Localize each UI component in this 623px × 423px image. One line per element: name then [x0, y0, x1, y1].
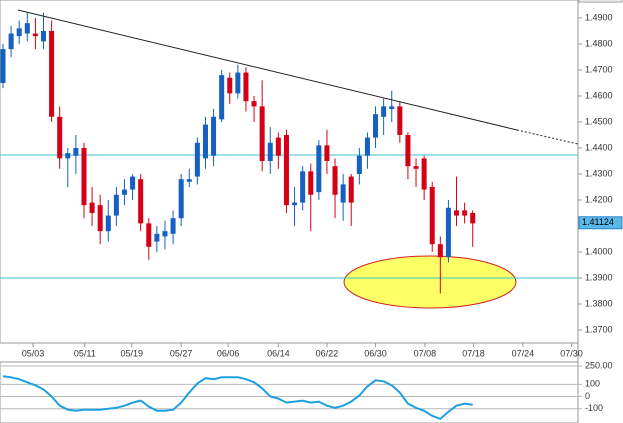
- x-tick-label: 06/22: [316, 348, 339, 358]
- candle-body: [146, 223, 152, 247]
- candle-body: [470, 212, 476, 224]
- y-tick-label: 1.4900: [585, 12, 613, 22]
- candle-body: [32, 33, 38, 37]
- candle-body: [462, 210, 468, 216]
- candle-body: [454, 210, 460, 216]
- price-label-box: [578, 216, 623, 230]
- y-tick-label: 100: [585, 379, 600, 389]
- candle-body: [194, 142, 200, 177]
- candle-body: [81, 147, 87, 206]
- candle-body: [308, 171, 314, 195]
- candle-body: [437, 244, 443, 258]
- y-tick-label: 250.00: [585, 360, 613, 370]
- candle-body: [340, 184, 346, 203]
- price-label: 1.41124: [582, 217, 614, 227]
- candle-body: [445, 207, 451, 258]
- y-tick-label: 1.4200: [585, 194, 613, 204]
- candle-body: [267, 142, 273, 161]
- candle-body: [243, 72, 249, 102]
- y-tick-label: 1.4400: [585, 142, 613, 152]
- candle-body: [219, 75, 225, 120]
- candle-body: [24, 23, 30, 34]
- candle-body: [429, 186, 435, 245]
- candle-body: [49, 30, 55, 117]
- x-tick-label: 06/30: [364, 348, 387, 358]
- x-tick-label: 07/30: [560, 348, 583, 358]
- candle-body: [332, 166, 338, 195]
- candle-body: [389, 106, 395, 109]
- y-tick-label: 1.3900: [585, 272, 613, 282]
- y-tick-label: 1.4000: [585, 246, 613, 256]
- highlight-ellipse: [343, 255, 517, 309]
- candle-body: [227, 77, 233, 94]
- x-tick-label: 07/18: [462, 348, 485, 358]
- candle-body: [211, 116, 217, 156]
- candle-body: [405, 134, 411, 167]
- x-tick-label: 05/11: [74, 348, 96, 358]
- candle-body: [364, 137, 370, 156]
- candle-body: [162, 231, 168, 237]
- candle-body: [16, 28, 22, 37]
- y-tick-label: 1.4700: [585, 64, 613, 74]
- candle-body: [170, 218, 176, 234]
- price-label: 1.49839: [582, 0, 615, 1]
- y-tick-label: -100: [585, 403, 603, 413]
- y-tick-label: 1.4800: [585, 38, 613, 48]
- candle-body: [8, 33, 14, 50]
- candle-body: [324, 145, 330, 161]
- y-tick-label: 1.3700: [585, 324, 613, 334]
- x-tick-label: 05/27: [170, 348, 193, 358]
- y-tick-label: 1.4300: [585, 168, 613, 178]
- x-tick-label: 05/03: [22, 348, 45, 358]
- candle-body: [283, 134, 289, 206]
- indicator-panel: [0, 361, 579, 423]
- y-tick-label: 1.4500: [585, 116, 613, 126]
- candle-body: [373, 114, 379, 138]
- candle-body: [138, 179, 144, 224]
- x-tick-label: 07/08: [414, 348, 437, 358]
- candle-body: [300, 171, 306, 203]
- candle-body: [105, 215, 111, 232]
- candle-body: [397, 106, 403, 135]
- candle-body: [65, 153, 71, 159]
- indicator-line: [2, 375, 473, 421]
- candle-body: [202, 124, 208, 159]
- candle-body: [381, 106, 387, 117]
- candle-body: [356, 155, 362, 174]
- x-tick-label: 06/06: [217, 348, 240, 358]
- candle-body: [413, 166, 419, 169]
- x-tick-label: 07/24: [512, 348, 535, 358]
- candle-body: [235, 72, 241, 94]
- candle-body: [113, 194, 119, 216]
- candle-body: [275, 137, 281, 156]
- candle-body: [121, 189, 127, 195]
- x-tick-label: 05/19: [120, 348, 143, 358]
- candle-body: [89, 202, 95, 213]
- candle-body: [421, 158, 427, 190]
- trendline: [17, 9, 518, 131]
- candle-body: [40, 30, 47, 42]
- y-tick-label: 1.4600: [585, 90, 613, 100]
- y-tick-label: 1.3800: [585, 298, 613, 308]
- trendline-extension: [516, 129, 579, 145]
- candle-body: [97, 205, 103, 232]
- candle-body: [178, 179, 184, 219]
- candle-body: [186, 179, 192, 182]
- candle-body: [292, 202, 298, 206]
- y-tick-label: 0: [585, 391, 590, 401]
- candle-body: [0, 49, 6, 83]
- candle-body: [348, 176, 354, 203]
- price-label-box: [578, 0, 623, 3]
- candle-body: [154, 233, 160, 242]
- candle-body: [130, 176, 136, 190]
- candle-body: [259, 106, 265, 161]
- candle-body: [251, 101, 257, 107]
- candle-body: [57, 116, 63, 159]
- candle-body: [73, 147, 79, 156]
- x-tick-label: 06/14: [267, 348, 290, 358]
- candle-body: [316, 145, 322, 193]
